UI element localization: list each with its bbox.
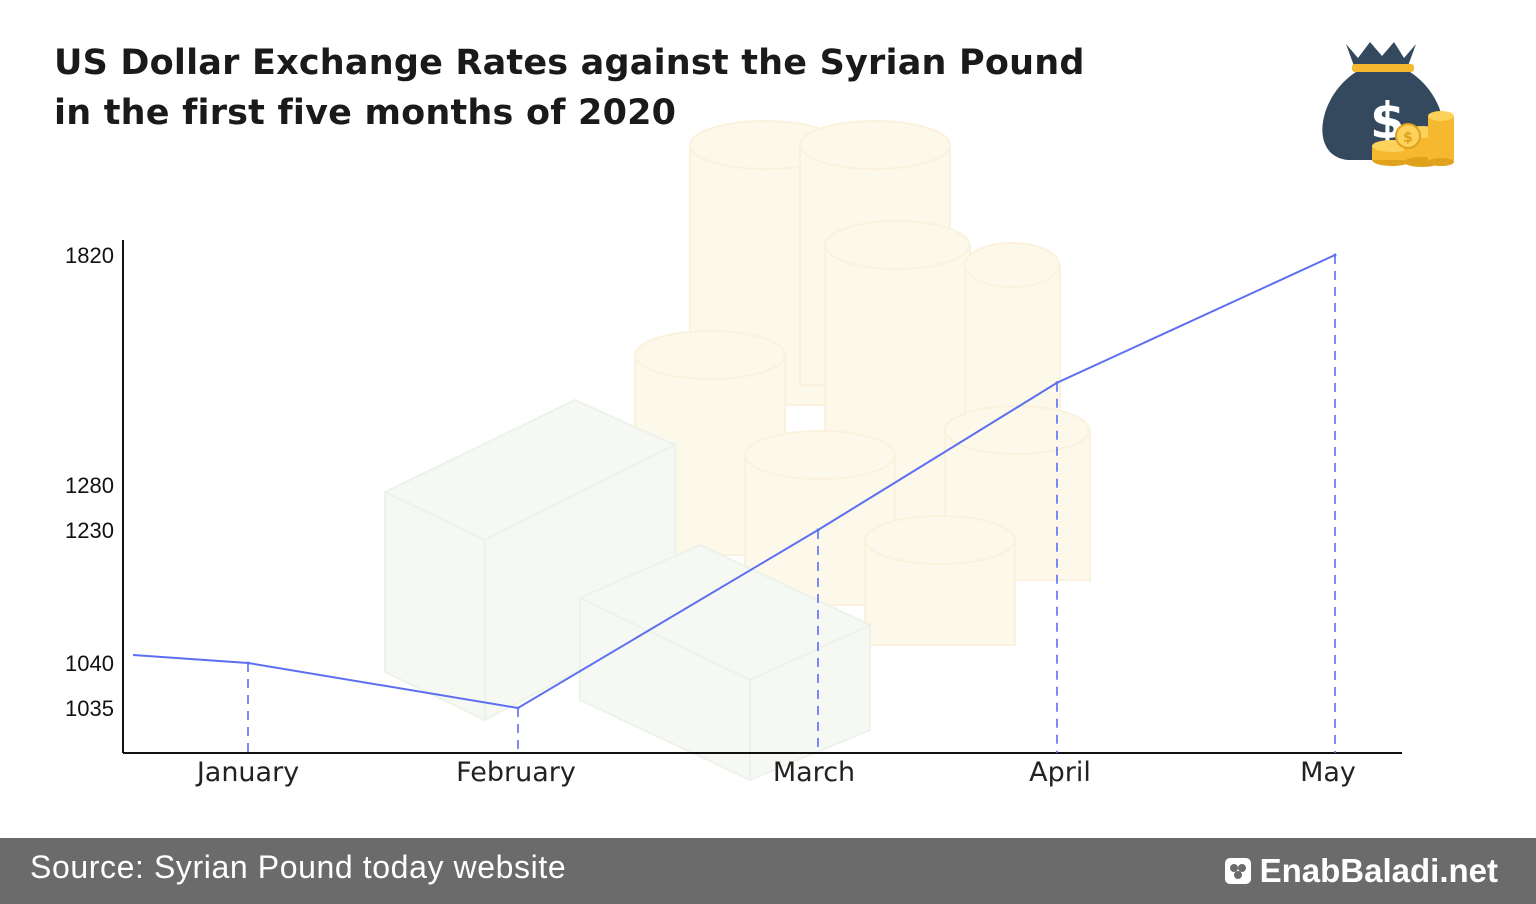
x-tick-label-may: May <box>1300 757 1356 788</box>
money-bag-icon: $ $ <box>1322 42 1454 167</box>
x-tick-label-april: April <box>1029 757 1091 788</box>
x-tick-label-february: February <box>456 757 576 788</box>
point-february <box>516 706 520 710</box>
svg-text:$: $ <box>1403 130 1413 146</box>
brand[interactable]: EnabBaladi.net <box>1224 852 1498 890</box>
point-april <box>1055 381 1059 385</box>
y-tick-label-1040: 1040 <box>65 651 114 676</box>
point-march <box>816 528 820 532</box>
chart-title: US Dollar Exchange Rates against the Syr… <box>54 38 1085 138</box>
brand-name: EnabBaladi.net <box>1259 852 1498 889</box>
x-tick-label-march: March <box>773 757 855 788</box>
y-tick-label-1820: 1820 <box>65 243 114 268</box>
point-january <box>246 661 250 665</box>
title-line-2: in the first five months of 2020 <box>54 93 677 133</box>
y-tick-labels: 1820 1280 1230 1040 1035 <box>65 243 114 721</box>
y-tick-label-1280: 1280 <box>65 473 114 498</box>
series-line <box>132 253 1337 710</box>
exchange-rate-line <box>132 254 1336 710</box>
y-tick-label-1035: 1035 <box>65 696 114 721</box>
footer-bar: Source: Syrian Pound today website EnabB… <box>0 838 1536 904</box>
x-tick-label-january: January <box>195 757 299 788</box>
source-text: Source: Syrian Pound today website <box>30 849 567 885</box>
axes <box>122 240 1402 754</box>
coins-icon: $ <box>1372 111 1454 167</box>
background-illustration <box>382 120 1091 782</box>
y-tick-label-1230: 1230 <box>65 518 114 543</box>
drop-lines <box>247 255 1336 753</box>
grape-logo-icon <box>1224 858 1251 884</box>
point-may <box>1333 253 1337 257</box>
line-chart: 1820 1280 1230 1040 1035 January February Marc… <box>65 120 1402 788</box>
x-tick-labels: January February March April May <box>195 757 1356 788</box>
title-line-1: US Dollar Exchange Rates against the Syr… <box>54 43 1085 83</box>
